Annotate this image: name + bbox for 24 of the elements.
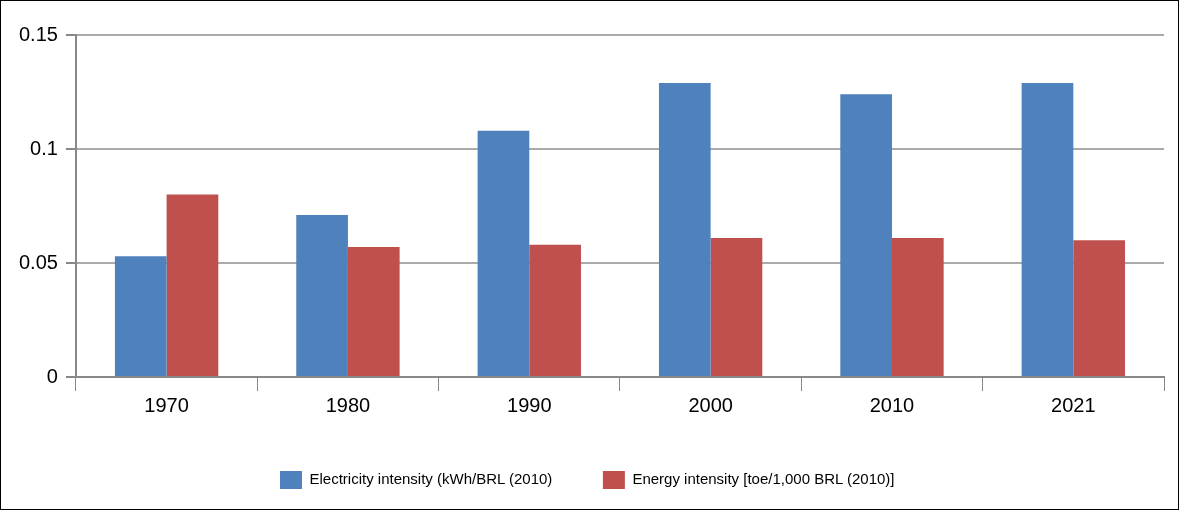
x-tick-label: 2021 [1051, 393, 1096, 416]
bar [296, 215, 348, 376]
bar [658, 82, 711, 376]
bar [114, 256, 167, 376]
x-tick-label: 2000 [688, 393, 733, 416]
bar [1073, 240, 1126, 376]
x-tick-label: 1990 [507, 393, 552, 416]
bar [710, 237, 763, 376]
legend-label: Electricity intensity (kWh/BRL (2010) [309, 470, 553, 488]
bar [347, 247, 400, 376]
bar [840, 94, 892, 376]
y-tick-label: 0.05 [18, 250, 58, 273]
x-tick-label: 1980 [325, 393, 371, 416]
bar [529, 244, 581, 376]
y-tick-label: 0 [46, 364, 58, 387]
y-tick-label: 0.15 [18, 22, 58, 45]
x-tick-label: 1970 [144, 393, 189, 416]
bar [891, 237, 944, 376]
y-tick-label: 0.1 [30, 136, 58, 159]
legend-label: Energy intensity [toe/1,000 BRL (2010)] [632, 470, 895, 488]
bar [166, 194, 219, 376]
bar [477, 130, 530, 376]
bar [1021, 82, 1074, 376]
x-tick-label: 2010 [869, 393, 915, 416]
